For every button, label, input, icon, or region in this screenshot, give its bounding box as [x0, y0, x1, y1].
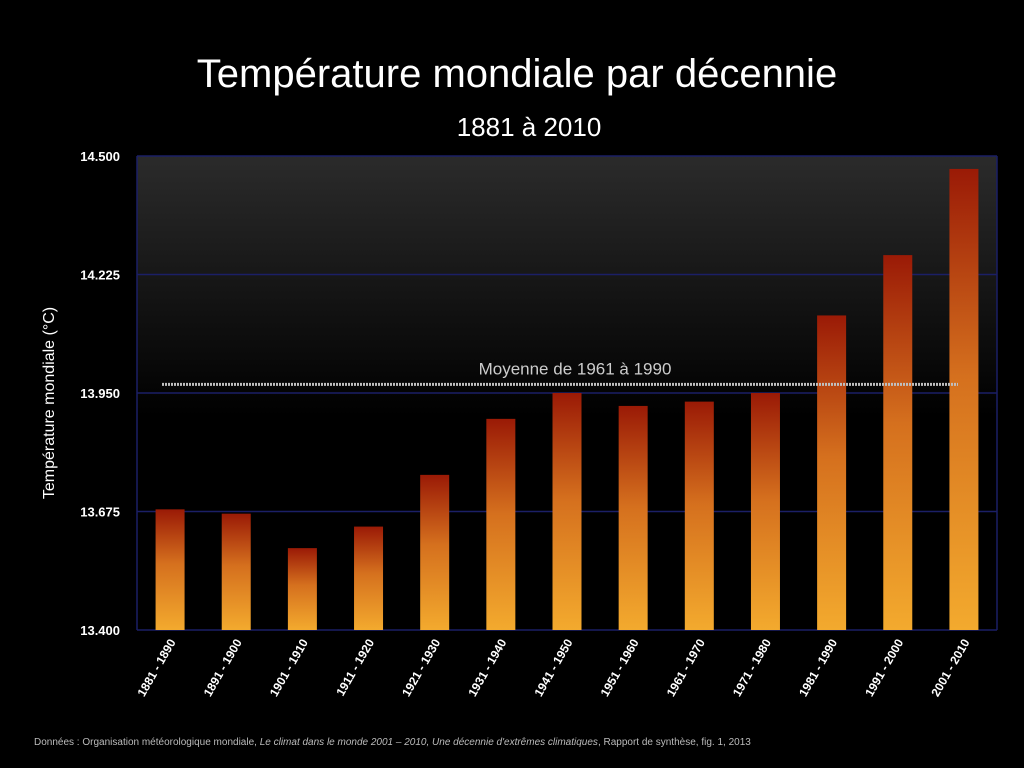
bar [817, 315, 847, 630]
y-tick-label: 13.400 [80, 623, 120, 638]
source-suffix: , Rapport de synthèse, fig. 1, 2013 [597, 737, 751, 748]
x-tick-label: 1961 - 1970 [664, 636, 708, 699]
bar [750, 393, 780, 630]
bar [684, 401, 714, 630]
x-axis: 1881 - 1890 1891 - 1900 1901 - 1910 1911 - … [135, 636, 973, 699]
bar [155, 509, 185, 630]
x-tick-label: 1981 - 1990 [796, 636, 840, 699]
x-tick-label: 1941 - 1950 [531, 636, 575, 699]
reference-line-label: Moyenne de 1961 à 1990 [479, 359, 672, 378]
y-axis: 14.500 14.225 13.950 13.675 13.400 [80, 149, 120, 638]
bar [552, 393, 582, 630]
bar [221, 513, 251, 630]
y-tick-label: 13.950 [80, 386, 120, 401]
x-tick-label: 1911 - 1920 [333, 636, 377, 698]
bars [155, 168, 979, 631]
x-tick-label: 1951 - 1960 [598, 636, 642, 699]
y-tick-label: 14.225 [80, 268, 120, 283]
bar [883, 255, 913, 631]
bar [287, 548, 317, 630]
chart-title: Température mondiale par décennie [196, 52, 838, 96]
source-prefix: Données : Organisation météorologique mo… [34, 737, 260, 748]
x-tick-label: 1921 - 1930 [399, 636, 443, 699]
y-axis-label: Température mondiale (°C) [41, 307, 58, 499]
x-tick-label: 1931 - 1940 [465, 636, 509, 699]
bar [354, 526, 384, 630]
bar [420, 474, 450, 630]
bar [949, 168, 979, 630]
x-tick-label: 1971 - 1980 [730, 636, 774, 699]
x-tick-label: 1991 - 2000 [862, 636, 906, 699]
bar [486, 418, 516, 630]
y-tick-label: 13.675 [80, 505, 120, 520]
x-tick-label: 2001 - 2010 [928, 636, 972, 699]
source-note: Données : Organisation météorologique mo… [34, 736, 874, 750]
bar [618, 405, 648, 630]
source-title: Le climat dans le monde 2001 – 2010, Une… [259, 737, 598, 748]
reference-line-group: Moyenne de 1961 à 1990 [162, 359, 958, 386]
chart-subtitle: 1881 à 2010 [456, 112, 602, 142]
x-tick-label: 1891 - 1900 [201, 636, 245, 699]
x-tick-label: 1881 - 1890 [135, 636, 179, 699]
x-tick-label: 1901 - 1910 [267, 636, 311, 699]
y-tick-label: 14.500 [80, 149, 120, 164]
